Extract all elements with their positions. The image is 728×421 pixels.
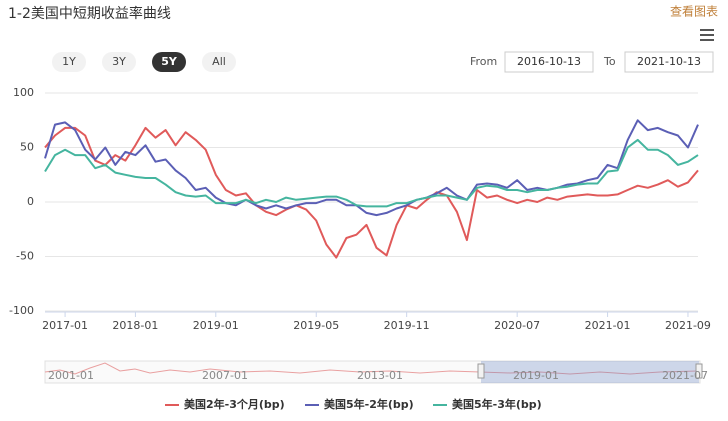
navigator-label: 2007-01 (202, 369, 248, 382)
range-button-label: 1Y (62, 55, 76, 68)
view-chart-link[interactable]: 查看图表 (670, 5, 718, 19)
x-tick-label: 2018-01 (112, 319, 158, 332)
range-button[interactable] (202, 52, 236, 72)
navigator-line (44, 362, 699, 375)
legend-label[interactable]: 美国5年-3年(bp) (452, 397, 542, 411)
series-line (44, 138, 699, 208)
navigator-mask[interactable] (481, 361, 699, 383)
legend-label[interactable]: 美国2年-3个月(bp) (184, 397, 285, 411)
chart-title: 1-2美国中短期收益率曲线 (8, 5, 171, 22)
x-tick-label: 2021-01 (585, 319, 631, 332)
navigator-label: 2021-07 (662, 369, 708, 382)
x-tick-label: 2019-01 (193, 319, 239, 332)
legend-label[interactable]: 美国5年-2年(bp) (324, 397, 414, 411)
to-input[interactable] (624, 51, 714, 73)
x-tick-label: 2019-11 (384, 319, 430, 332)
y-tick-label: 100 (13, 86, 34, 99)
range-button-label: 5Y (161, 55, 178, 68)
navigator: 2001-01 2007-01 2013-01 2019-01 2021-07 (44, 360, 708, 384)
y-tick-label: -100 (9, 304, 34, 317)
y-tick-label: 50 (20, 141, 34, 154)
range-button-label: 3Y (112, 55, 126, 68)
from-input[interactable] (504, 51, 594, 73)
range-button[interactable] (152, 52, 186, 72)
range-button[interactable] (102, 52, 136, 72)
y-tick-label: 0 (27, 195, 34, 208)
x-tick-label: 2017-01 (42, 319, 88, 332)
x-tick-label: 2020-07 (494, 319, 540, 332)
menu-icon[interactable] (700, 29, 714, 41)
range-button-label: All (212, 55, 226, 68)
navigator-label: 2001-01 (48, 369, 94, 382)
to-date: 2021-10-13 (637, 55, 701, 68)
from-date: 2016-10-13 (517, 55, 581, 68)
from-label: From (470, 55, 497, 68)
x-tick-label: 2021-09 (665, 319, 711, 332)
series-line (44, 119, 699, 217)
navigator-label: 2019-01 (513, 369, 559, 382)
navigator-handle[interactable] (477, 363, 485, 379)
y-tick-label: -50 (16, 250, 34, 263)
navigator-handle[interactable] (695, 363, 703, 379)
range-button[interactable] (52, 52, 86, 72)
to-label: To (603, 55, 616, 68)
navigator-label: 2013-01 (357, 369, 403, 382)
series-line (44, 126, 699, 259)
x-tick-label: 2019-05 (293, 319, 339, 332)
